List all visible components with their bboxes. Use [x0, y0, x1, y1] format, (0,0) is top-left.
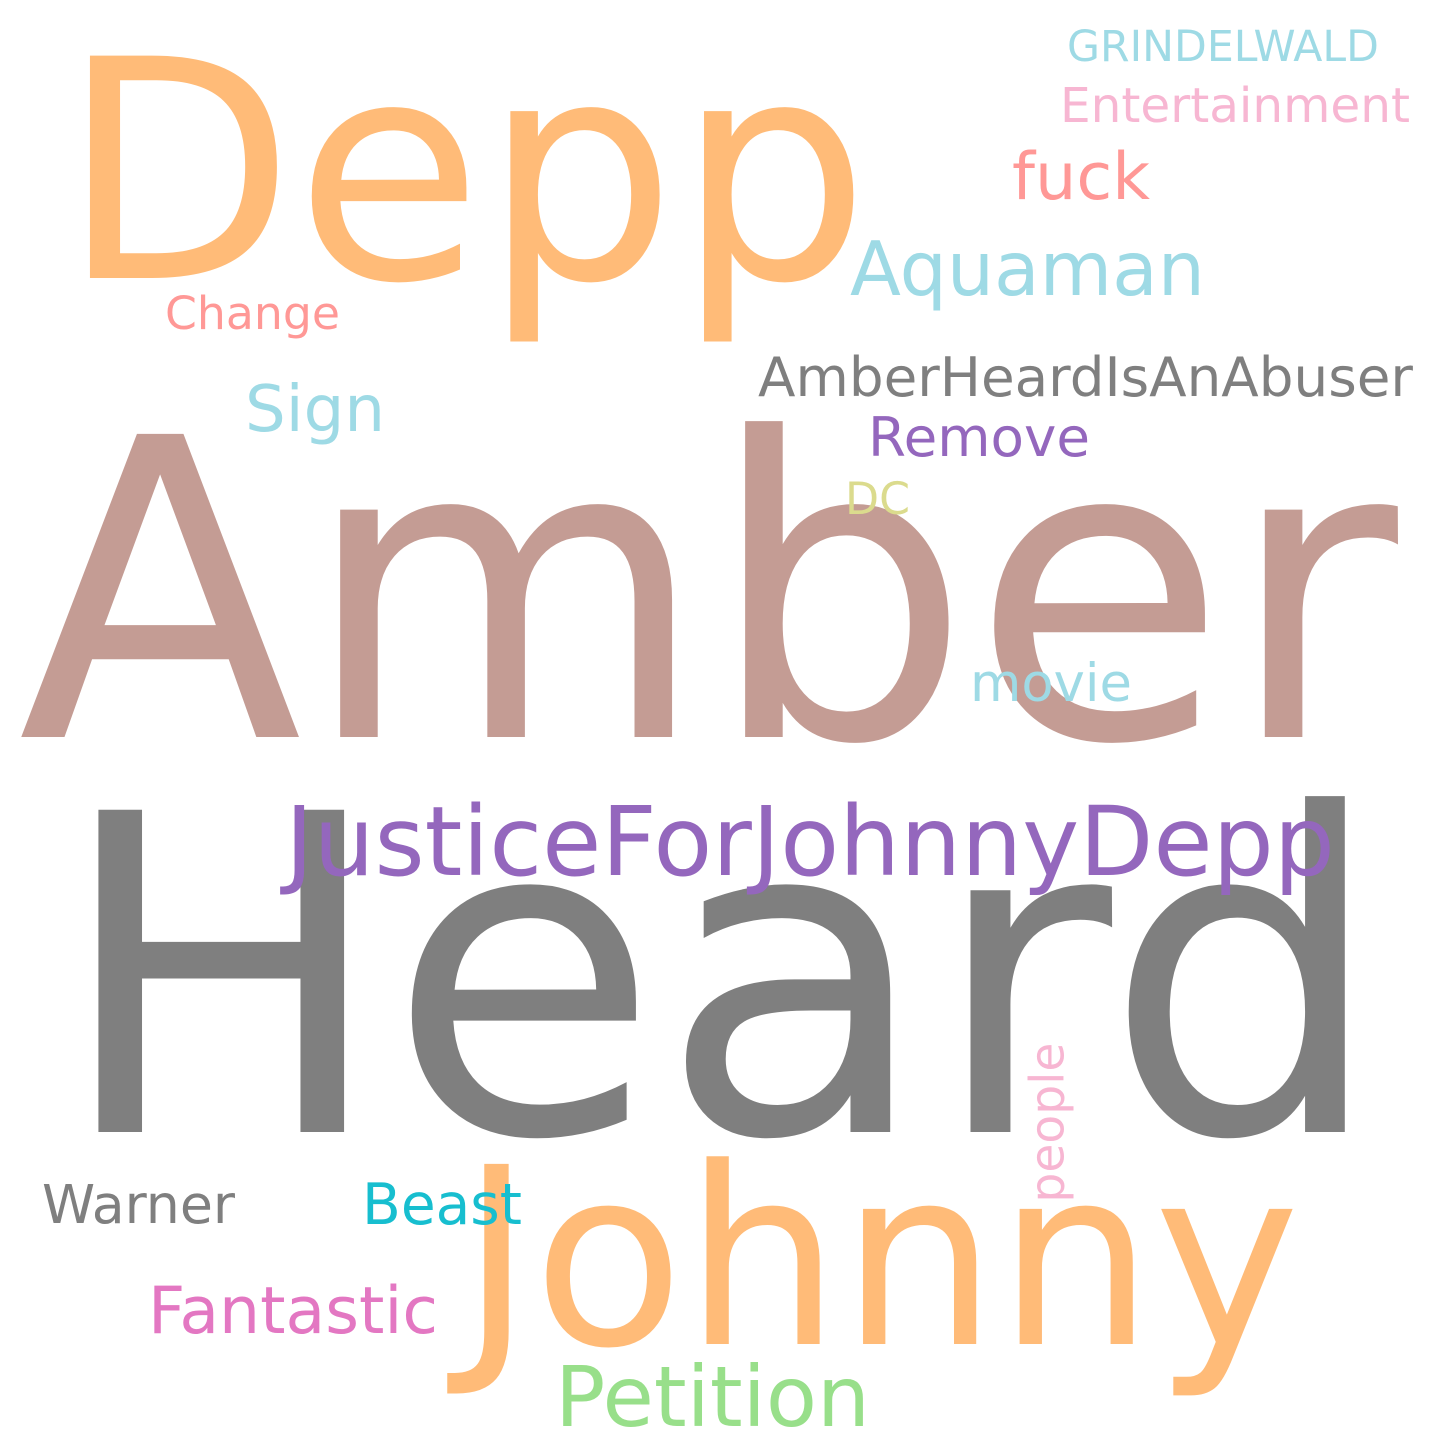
word-people: people: [1020, 1043, 1076, 1203]
word-justicefor-johnnydepp: JusticeForJohnnyDepp: [285, 786, 1335, 899]
word-sign: Sign: [245, 372, 385, 448]
word-fuck: fuck: [1012, 138, 1150, 215]
word-beast: Beast: [362, 1171, 522, 1238]
word-depp: Depp: [60, 0, 870, 350]
word-entertainment: Entertainment: [1060, 77, 1410, 134]
word-aquaman: Aquaman: [850, 225, 1205, 313]
word-remove: Remove: [868, 404, 1090, 469]
word-grindelwald: GRINDELWALD: [1067, 22, 1379, 73]
word-heard: Heard: [55, 722, 1385, 1237]
word-petition: Petition: [555, 1347, 870, 1440]
word-warner: Warner: [42, 1173, 235, 1237]
word-amber: Amber: [18, 352, 1398, 837]
word-amberheard-is-an-abuser: AmberHeardIsAnAbuser: [758, 345, 1413, 410]
word-johnny: Johnny: [460, 1116, 1300, 1404]
word-movie: movie: [970, 652, 1132, 714]
word-change: Change: [165, 287, 340, 341]
word-fantastic: Fantastic: [148, 1274, 438, 1350]
word-dc: DC: [845, 473, 910, 525]
